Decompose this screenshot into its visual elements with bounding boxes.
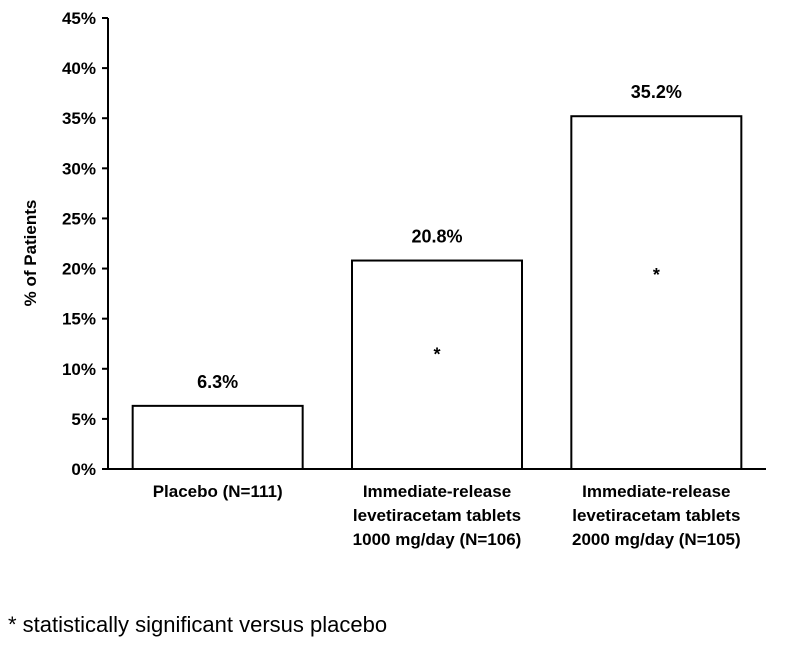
y-tick-label: 25% <box>62 209 96 228</box>
y-tick-label: 10% <box>62 360 96 379</box>
y-tick-label: 45% <box>62 9 96 28</box>
y-tick-label: 15% <box>62 310 96 329</box>
bar <box>570 115 743 471</box>
y-ticks: 0% 5% 10% 15% 20% 25% 30% 35% 40% 45% <box>62 9 108 479</box>
data-label: 35.2% <box>631 82 682 102</box>
bar <box>131 404 304 470</box>
y-tick-label: 35% <box>62 109 96 128</box>
bar-chart: 0% 5% 10% 15% 20% 25% 30% 35% 40% 45% 6.3% 20.8% * 3… <box>21 9 766 549</box>
y-tick-label: 40% <box>62 59 96 78</box>
y-tick-label: 5% <box>71 410 96 429</box>
data-label: 20.8% <box>411 227 462 247</box>
category-label: Placebo (N=111) <box>153 482 283 501</box>
category-label: Immediate-release <box>363 482 511 501</box>
y-tick-label: 20% <box>62 260 96 279</box>
category-label: 2000 mg/day (N=105) <box>572 530 741 549</box>
y-axis-label: % of Patients <box>21 200 40 307</box>
footnote: * statistically significant versus place… <box>8 612 388 637</box>
bar <box>351 259 523 470</box>
y-tick-label: 0% <box>71 460 96 479</box>
category-label: Immediate-release <box>582 482 730 501</box>
data-label: 6.3% <box>197 372 238 392</box>
category-label: levetiracetam tablets <box>572 506 740 525</box>
category-label: levetiracetam tablets <box>353 506 521 525</box>
bars <box>131 115 743 471</box>
data-labels: 6.3% 20.8% * 35.2% * <box>197 82 682 392</box>
significance-mark: * <box>433 344 440 364</box>
significance-mark: * <box>653 265 660 285</box>
category-labels: Placebo (N=111) Immediate-release levetira… <box>153 482 741 549</box>
y-tick-label: 30% <box>62 159 96 178</box>
category-label: 1000 mg/day (N=106) <box>353 530 522 549</box>
